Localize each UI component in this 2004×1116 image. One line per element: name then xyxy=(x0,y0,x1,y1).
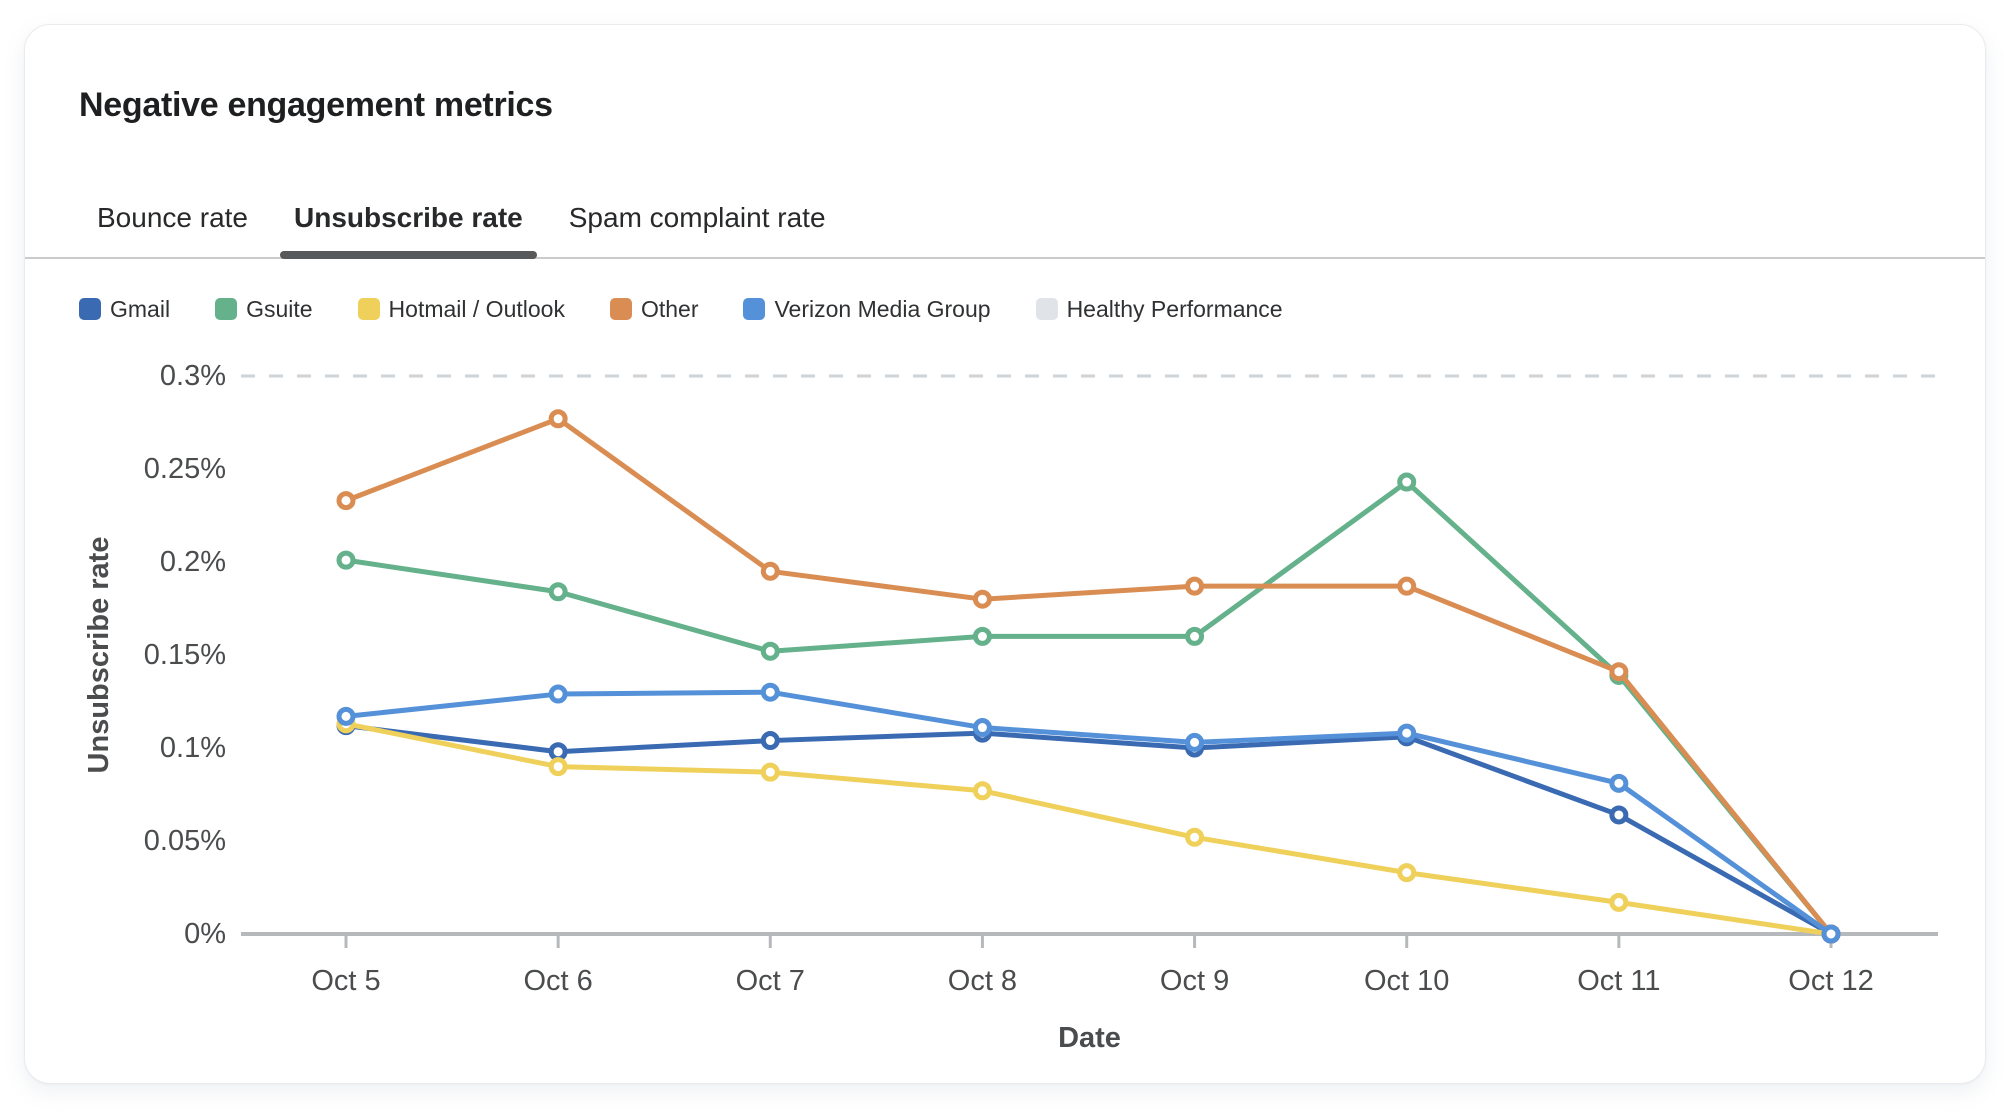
legend-item-healthy-performance[interactable]: Healthy Performance xyxy=(1035,296,1283,322)
legend-label: Healthy Performance xyxy=(1066,296,1283,322)
legend-label: Hotmail / Outlook xyxy=(388,296,565,322)
y-tick-label: 0.25% xyxy=(144,453,226,485)
metrics-card: Negative engagement metrics Bounce rate U… xyxy=(24,24,1986,1084)
data-point-other-oct-8[interactable] xyxy=(972,589,992,609)
chart-canvas: 0% 0.05% 0.1% 0.15% 0.2% 0.25% 0.3% Oct 5 Oct 6 O… xyxy=(83,360,1938,1054)
legend-swatch xyxy=(215,298,238,320)
x-tick-label: Oct 12 xyxy=(1788,965,1873,997)
tab-label: Spam complaint rate xyxy=(568,202,826,233)
active-tab-underline xyxy=(280,251,537,259)
data-point-other-oct-5[interactable] xyxy=(336,491,356,511)
data-point-other-oct-7[interactable] xyxy=(760,561,780,581)
y-axis-title: Unsubscribe rate xyxy=(83,537,115,774)
data-point-verizon-media-group-oct-5[interactable] xyxy=(336,706,356,726)
data-point-gmail-oct-6[interactable] xyxy=(548,742,568,762)
tab-spam-complaint-rate[interactable]: Spam complaint rate xyxy=(569,201,826,259)
data-point-hotmail-outlook-oct-8[interactable] xyxy=(972,781,992,801)
data-point-gsuite-oct-5[interactable] xyxy=(336,550,356,570)
data-point-gsuite-oct-7[interactable] xyxy=(760,641,780,661)
legend-swatch xyxy=(743,298,766,320)
legend-item-verizon-media-group[interactable]: Verizon Media Group xyxy=(743,296,991,322)
tab-bounce-rate[interactable]: Bounce rate xyxy=(97,201,248,259)
data-point-verizon-media-group-oct-9[interactable] xyxy=(1185,732,1205,752)
data-point-other-oct-9[interactable] xyxy=(1185,576,1205,596)
legend-item-gmail[interactable]: Gmail xyxy=(79,296,170,322)
y-tick-label: 0.2% xyxy=(160,546,226,578)
tab-divider xyxy=(25,257,1985,259)
legend-label: Gsuite xyxy=(246,296,313,322)
data-point-verizon-media-group-oct-6[interactable] xyxy=(548,684,568,704)
data-point-hotmail-outlook-oct-7[interactable] xyxy=(760,762,780,782)
data-point-gsuite-oct-9[interactable] xyxy=(1185,626,1205,646)
tab-label: Unsubscribe rate xyxy=(294,202,523,233)
x-tick-label: Oct 6 xyxy=(523,965,592,997)
y-tick-label: 0.3% xyxy=(160,360,226,392)
data-point-verizon-media-group-oct-12[interactable] xyxy=(1821,924,1841,944)
legend-swatch xyxy=(1035,298,1058,320)
data-point-gsuite-oct-8[interactable] xyxy=(972,626,992,646)
legend-swatch xyxy=(79,298,101,320)
data-point-other-oct-11[interactable] xyxy=(1609,662,1629,682)
legend-item-hotmail-outlook[interactable]: Hotmail / Outlook xyxy=(357,296,565,322)
data-point-verizon-media-group-oct-8[interactable] xyxy=(972,718,992,738)
series-line-verizon-media-group xyxy=(343,689,1834,937)
tab-label: Bounce rate xyxy=(97,202,248,233)
data-point-gmail-oct-11[interactable] xyxy=(1609,805,1629,825)
data-point-verizon-media-group-oct-11[interactable] xyxy=(1609,773,1629,793)
x-tick-label: Oct 7 xyxy=(736,965,805,997)
legend-item-other[interactable]: Other xyxy=(609,296,699,322)
legend-item-gsuite[interactable]: Gsuite xyxy=(215,296,313,322)
x-tick-label: Oct 8 xyxy=(948,965,1017,997)
legend-label: Other xyxy=(640,296,699,322)
y-tick-label: 0.05% xyxy=(144,825,226,857)
legend-label: Gmail xyxy=(110,296,171,322)
data-point-gmail-oct-7[interactable] xyxy=(760,731,780,751)
x-tick-label: Oct 9 xyxy=(1160,965,1229,997)
y-tick-label: 0% xyxy=(184,918,226,950)
series-line-hotmail-outlook xyxy=(343,721,1834,937)
x-tick-label: Oct 5 xyxy=(311,965,380,997)
y-tick-label: 0.1% xyxy=(160,732,226,764)
data-point-verizon-media-group-oct-10[interactable] xyxy=(1397,723,1417,743)
data-point-other-oct-6[interactable] xyxy=(548,409,568,429)
series-line-gmail xyxy=(343,723,1834,937)
data-point-hotmail-outlook-oct-6[interactable] xyxy=(548,757,568,777)
chart-legend: Gmail Gsuite Hotmail / Outlook Other Verizon… xyxy=(79,296,1283,322)
data-point-verizon-media-group-oct-7[interactable] xyxy=(760,682,780,702)
tab-unsubscribe-rate[interactable]: Unsubscribe rate xyxy=(280,201,537,259)
x-axis-title: Date xyxy=(1058,1022,1121,1054)
data-point-hotmail-outlook-oct-10[interactable] xyxy=(1397,863,1417,883)
legend-swatch xyxy=(357,298,380,320)
series-line-gsuite xyxy=(343,479,1834,937)
series-line-other xyxy=(343,416,1834,937)
data-point-hotmail-outlook-oct-11[interactable] xyxy=(1609,892,1629,912)
page-title: Negative engagement metrics xyxy=(79,86,553,124)
data-point-gsuite-oct-6[interactable] xyxy=(548,582,568,602)
y-tick-label: 0.15% xyxy=(144,639,226,671)
data-point-hotmail-outlook-oct-9[interactable] xyxy=(1185,827,1205,847)
legend-swatch xyxy=(609,298,632,320)
data-point-gsuite-oct-10[interactable] xyxy=(1397,472,1417,492)
x-tick-label: Oct 10 xyxy=(1364,965,1449,997)
x-tick-label: Oct 11 xyxy=(1577,965,1660,997)
legend-label: Verizon Media Group xyxy=(774,296,991,322)
data-point-other-oct-10[interactable] xyxy=(1397,576,1417,596)
metric-tabs: Bounce rate Unsubscribe rate Spam complain… xyxy=(97,201,826,259)
